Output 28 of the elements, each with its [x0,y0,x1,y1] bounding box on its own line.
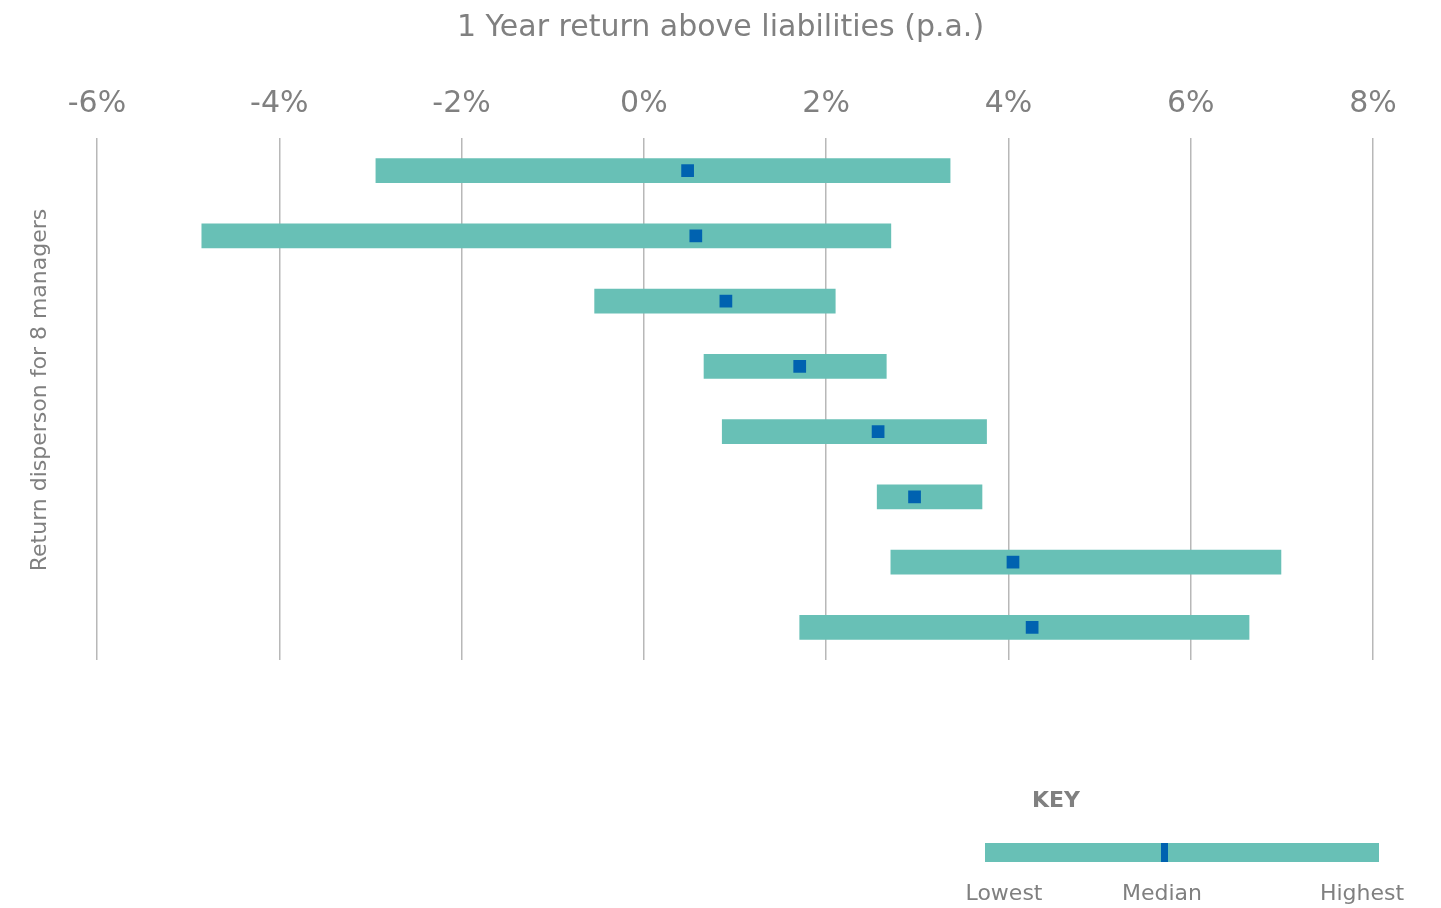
text: Lowest [965,880,1043,905]
x-tick-label: -6% [67,83,127,119]
x-tick-label: 8% [1349,83,1397,119]
point [1025,621,1039,634]
bar [201,223,892,249]
bar [375,158,951,183]
bar [890,549,1282,575]
y-axis-title: Return disperson for 8 managers [25,208,51,572]
chart-title: 1 Year return above liabilities (p.a.) [455,8,986,43]
point [681,164,694,177]
x-tick-label: 2% [802,83,850,119]
bar [721,419,987,444]
point [871,425,885,438]
text: Highest [1319,880,1405,905]
x-tick-label: -2% [432,83,491,119]
x-tick-label: 0% [620,83,668,119]
x-tick-label: -4% [250,83,309,119]
bar [703,354,887,379]
point [793,360,807,373]
text: Median [1121,880,1203,905]
bar [594,288,836,314]
bar [799,615,1250,640]
x-tick-label: 6% [1166,83,1215,119]
point [908,490,921,504]
text: KEY [1031,787,1081,812]
point [689,229,703,243]
x-tick-label: 4% [984,83,1033,119]
bar [876,484,983,510]
